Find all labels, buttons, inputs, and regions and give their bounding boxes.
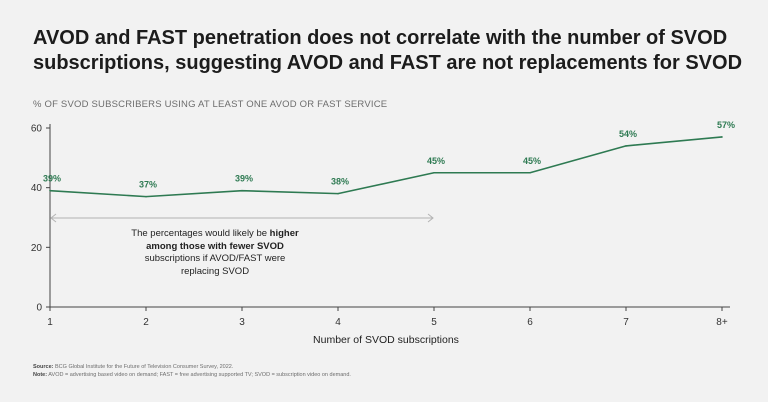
annotation-arrow-right-head [427, 213, 434, 223]
data-point [145, 195, 147, 198]
y-tick-label: 0 [36, 303, 42, 314]
chart-title-line-1: AVOD and FAST penetration does not corre… [33, 27, 728, 49]
data-point [625, 145, 627, 147]
data-label: 37% [139, 180, 157, 190]
data-point [721, 136, 723, 138]
x-tick-label: 8+ [716, 317, 728, 328]
x-tick-label: 3 [239, 317, 245, 328]
data-point [529, 171, 531, 174]
data-label: 39% [43, 174, 61, 184]
chart-title: AVOD and FAST penetration does not corre… [33, 26, 743, 76]
data-point [241, 189, 243, 192]
y-tick-label: 20 [31, 243, 43, 254]
x-tick-label: 2 [143, 317, 149, 328]
data-label: 54% [619, 129, 637, 139]
footnote-source-label: Source: [33, 364, 54, 370]
footnote-note-label: Note: [33, 371, 48, 378]
footnote-note: Note: AVOD = advertising based video on … [33, 372, 351, 380]
annotation-part-2: subscriptions if AVOD/FAST were replacin… [144, 253, 286, 277]
y-tick-label: 40 [31, 183, 43, 194]
annotation-arrow-left-head [50, 213, 57, 223]
footnote-note-text: AVOD = advertising based video on demand… [47, 371, 351, 378]
data-point [49, 189, 51, 192]
footnote: Source: BCG Global Institute for the Fut… [33, 364, 351, 379]
x-tick-label: 4 [335, 317, 341, 328]
footnote-source: Source: BCG Global Institute for the Fut… [33, 364, 351, 372]
data-label: 57% [717, 120, 735, 130]
annotation-text: The percentages would likely be higher a… [130, 228, 300, 278]
annotation-bold: higher among those with fewer SVOD [146, 228, 299, 252]
chart-title-line-2: subscriptions, suggesting AVOD and FAST … [33, 52, 743, 74]
series-line [49, 136, 723, 198]
data-point [337, 192, 339, 195]
y-tick-label: 60 [31, 124, 43, 135]
x-tick-label: 7 [623, 317, 629, 328]
x-tick-label: 6 [527, 317, 533, 328]
chart-subtitle: % OF SVOD SUBSCRIBERS USING AT LEAST ONE… [33, 99, 388, 110]
data-label: 38% [331, 177, 349, 187]
data-label: 39% [235, 174, 253, 184]
x-axis-title: Number of SVOD subscriptions [313, 334, 459, 346]
data-point [433, 171, 435, 174]
x-tick-label: 1 [47, 317, 53, 328]
footnote-source-text: BCG Global Institute for the Future of T… [53, 364, 234, 370]
x-tick-label: 5 [431, 317, 437, 328]
data-label: 45% [523, 156, 541, 166]
data-label: 45% [427, 156, 445, 166]
annotation-part-1: The percentages would likely be [131, 228, 270, 239]
